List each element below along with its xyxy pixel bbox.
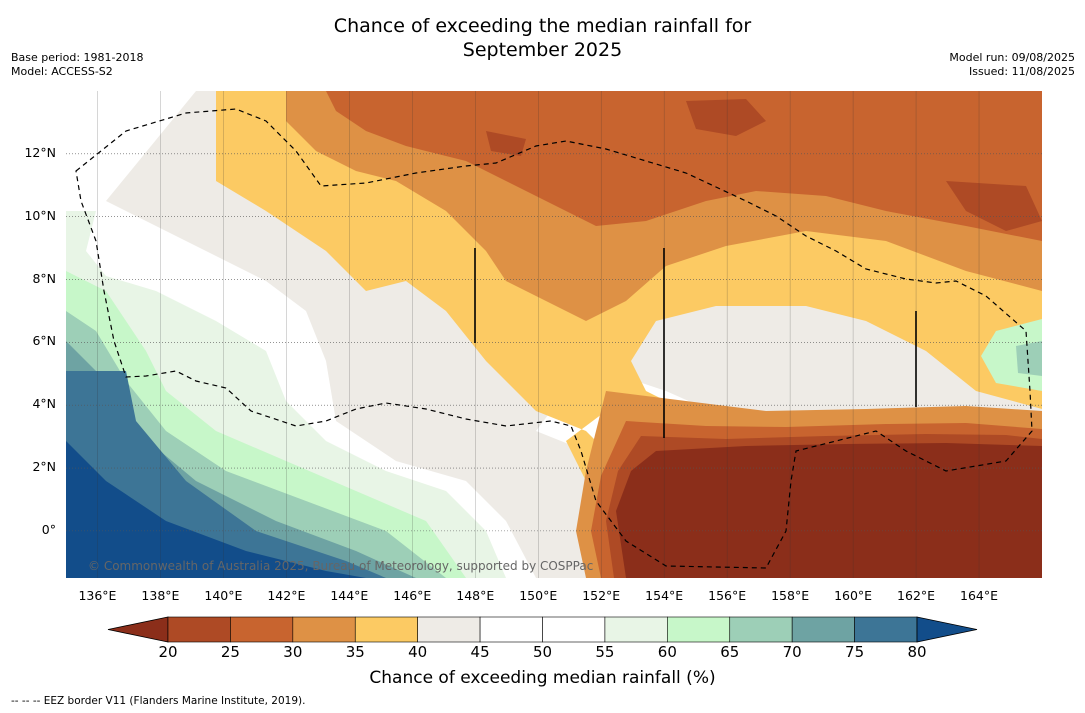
lat-label-6: 0° — [41, 521, 56, 537]
chart-title: Chance of exceeding the median rainfall … — [0, 14, 1085, 62]
issued-text: Issued: 11/08/2025 — [968, 65, 1075, 78]
colorbar-segment-2 — [292, 616, 356, 643]
lon-label-10: 156°E — [708, 588, 747, 603]
colorbar-segment-6 — [542, 616, 606, 643]
lon-label-2: 140°E — [204, 588, 243, 603]
gridlines — [66, 91, 1042, 578]
lon-label-0: 136°E — [78, 588, 117, 603]
lat-label-2: 8°N — [32, 270, 56, 286]
colorbar-title: Chance of exceeding median rainfall (%) — [369, 668, 716, 688]
lon-label-6: 148°E — [456, 588, 495, 603]
lon-label-1: 138°E — [141, 588, 180, 603]
lon-label-9: 154°E — [645, 588, 684, 603]
colorbar-tick-12: 80 — [907, 643, 927, 661]
lon-label-3: 142°E — [267, 588, 306, 603]
colorbar-tick-8: 60 — [657, 643, 677, 661]
meta-left: Base period: 1981-2018 Model: ACCESS-S2 — [11, 51, 143, 79]
band-east-65-70 — [1016, 341, 1042, 376]
colorbar-segment-8 — [667, 616, 731, 643]
colorbar-segment-10 — [791, 616, 855, 643]
colorbar-tick-3: 35 — [345, 643, 365, 661]
colorbar-tick-5: 45 — [470, 643, 490, 661]
model-run-text: Model run: 09/08/2025 — [949, 51, 1075, 64]
colorbar-segment-11 — [854, 616, 918, 643]
meta-right: Model run: 09/08/2025 Issued: 11/08/2025 — [949, 51, 1075, 79]
band-20-25-north — [486, 99, 1042, 231]
colorbar-segment-5 — [479, 616, 543, 643]
segment-lines — [474, 248, 917, 438]
band-above-80 — [66, 441, 366, 578]
eez-borders — [75, 108, 1033, 569]
colorbar-segment-9 — [729, 616, 793, 643]
colorbar-tick-4: 40 — [408, 643, 428, 661]
lat-label-0: 12°N — [24, 144, 56, 160]
colorbar-segment-1 — [230, 616, 294, 643]
title-line-1: Chance of exceeding the median rainfall … — [333, 15, 752, 37]
colorbar-tick-6: 50 — [532, 643, 553, 661]
lon-label-7: 150°E — [519, 588, 558, 603]
lat-label-1: 10°N — [24, 207, 56, 223]
colorbar-tick-7: 55 — [595, 643, 615, 661]
colorbar-tick-9: 65 — [720, 643, 740, 661]
lon-label-12: 160°E — [834, 588, 873, 603]
lat-label-4: 4°N — [32, 396, 56, 412]
colorbar-segment-3 — [354, 616, 418, 643]
band-below-20-south — [616, 443, 1042, 578]
colorbar-extend-high — [916, 616, 978, 643]
colorbar-segment-4 — [417, 616, 481, 643]
lat-label-3: 6°N — [32, 333, 56, 349]
lon-label-13: 162°E — [897, 588, 936, 603]
colorbar-tick-1: 25 — [220, 643, 240, 661]
lon-label-14: 164°E — [960, 588, 999, 603]
lon-label-8: 152°E — [582, 588, 621, 603]
colorbar-tick-0: 20 — [158, 643, 178, 661]
model-text: Model: ACCESS-S2 — [11, 65, 113, 78]
colorbar-tick-11: 75 — [845, 643, 865, 661]
eez-border-palau-fsm — [75, 108, 1033, 569]
footnote: -- -- -- EEZ border V11 (Flanders Marine… — [11, 695, 306, 707]
colorbar-segment-0 — [167, 616, 231, 643]
title-line-2: September 2025 — [462, 39, 623, 61]
copyright-text: © Commonwealth of Australia 2025, Bureau… — [88, 559, 593, 573]
base-period-text: Base period: 1981-2018 — [11, 51, 144, 64]
colorbar-tick-2: 30 — [283, 643, 303, 661]
lon-label-11: 158°E — [771, 588, 810, 603]
lon-label-5: 146°E — [393, 588, 432, 603]
lat-label-5: 2°N — [32, 459, 56, 475]
colorbar-extend-low — [107, 616, 169, 643]
colorbar-segment-7 — [604, 616, 668, 643]
lon-label-4: 144°E — [330, 588, 369, 603]
rainfall-map: © Commonwealth of Australia 2025, Bureau… — [66, 91, 1042, 578]
colorbar — [107, 616, 978, 643]
colorbar-tick-10: 70 — [782, 643, 802, 661]
band-25-30 — [326, 91, 1042, 241]
